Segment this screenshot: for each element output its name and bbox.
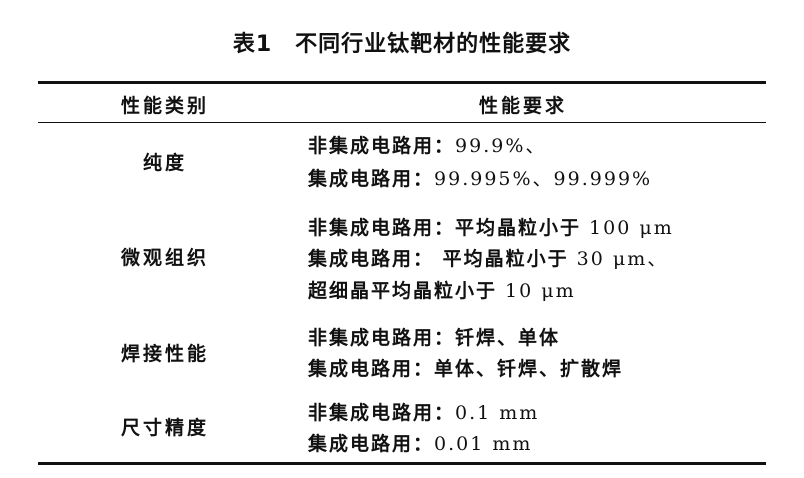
- line-value: 0.1 mm: [455, 402, 540, 424]
- requirement-line: 非集成电路用：平均晶粒小于 100 μm: [308, 213, 674, 240]
- category-welding: 焊接性能: [120, 343, 209, 365]
- header-requirement: 性能要求: [478, 95, 567, 117]
- table-title: 表1 不同行业钛靶材的性能要求: [232, 32, 572, 57]
- line-prefix: 集成电路用：: [308, 433, 435, 455]
- requirement-line: 非集成电路用：钎焊、单体: [308, 323, 560, 350]
- header-rule: [38, 122, 766, 123]
- top-rule: [38, 81, 766, 84]
- category-purity: 纯度: [142, 152, 187, 174]
- bottom-rule: [38, 462, 766, 465]
- line-value: 100 μm: [581, 217, 674, 239]
- line-prefix: 集成电路用：单体、钎焊、扩散焊: [308, 358, 624, 380]
- line-prefix: 集成电路用： 平均晶粒小于: [308, 248, 569, 270]
- header-category: 性能类别: [120, 95, 209, 117]
- requirement-line: 非集成电路用：0.1 mm: [308, 398, 539, 425]
- requirement-line: 集成电路用：0.01 mm: [308, 429, 532, 456]
- requirement-line: 集成电路用： 平均晶粒小于 30 μm、: [308, 244, 668, 271]
- line-prefix: 非集成电路用：平均晶粒小于: [308, 217, 582, 239]
- line-prefix: 集成电路用：: [308, 168, 435, 190]
- line-value: 10 μm: [497, 280, 576, 302]
- requirement-line: 集成电路用：单体、钎焊、扩散焊: [308, 354, 623, 381]
- line-value: 99.995%、99.999%: [434, 168, 653, 190]
- line-prefix: 非集成电路用：: [308, 402, 456, 424]
- requirement-line: 集成电路用：99.995%、99.999%: [308, 164, 652, 191]
- line-prefix: 非集成电路用：: [308, 135, 456, 157]
- category-dimension-accuracy: 尺寸精度: [120, 417, 209, 439]
- category-microstructure: 微观组织: [120, 247, 209, 269]
- line-value: 0.01 mm: [434, 433, 533, 455]
- requirement-line: 非集成电路用：99.9%、: [308, 131, 546, 158]
- line-prefix: 非集成电路用：钎焊、单体: [308, 327, 561, 349]
- line-prefix: 超细晶平均晶粒小于: [308, 280, 498, 302]
- line-value: 99.9%、: [455, 135, 547, 157]
- line-value: 30 μm、: [568, 248, 669, 270]
- requirement-line: 超细晶平均晶粒小于 10 μm: [308, 276, 576, 303]
